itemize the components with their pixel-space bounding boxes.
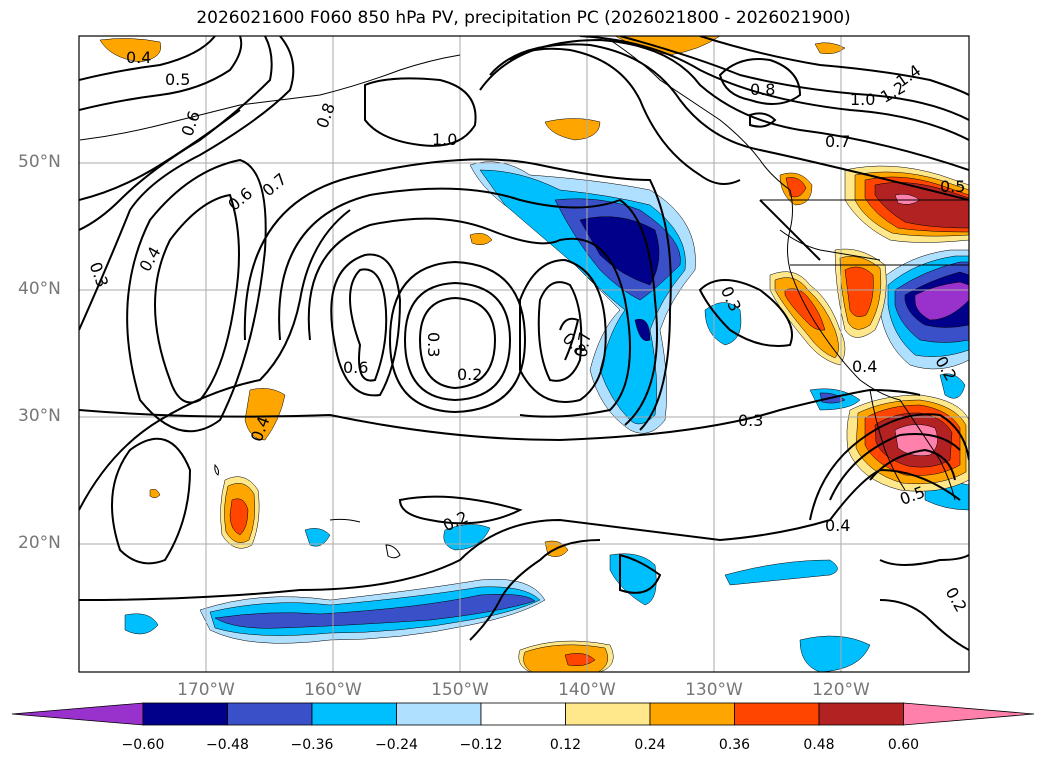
- colorbar-bin: [142, 702, 228, 726]
- colorbar-tick-label: 0.12: [549, 737, 582, 753]
- coastlines: [79, 39, 969, 559]
- colorbar-bin: [311, 702, 397, 726]
- contour-label: 0.5: [940, 177, 965, 196]
- colorbar-extend-high: [903, 702, 1035, 726]
- colorbar-tick-label: 0.36: [718, 737, 751, 753]
- colorbar-bin: [734, 702, 820, 726]
- colorbar-tick-label: −0.36: [290, 737, 334, 753]
- colorbar-bin: [480, 702, 566, 726]
- colorbar-bin: [396, 702, 482, 726]
- contour-label: 0.6: [343, 358, 368, 377]
- lat-label: 20°N: [18, 533, 61, 553]
- contour-label: 0.7: [825, 132, 850, 151]
- pv-contours: [79, 36, 969, 651]
- plot-border: [78, 35, 970, 673]
- contour-label: 0.8: [750, 80, 775, 99]
- colorbar-tick-label: 0.48: [803, 737, 835, 753]
- lon-label: 130°W: [685, 680, 743, 700]
- colorbar-bin: [565, 702, 651, 726]
- lon-label: 140°W: [558, 680, 616, 700]
- colorbar-tick-label: −0.60: [121, 737, 165, 753]
- lon-label: 120°W: [812, 680, 870, 700]
- contour-label: 0.4: [126, 48, 151, 67]
- colorbar-tick-label: 0.24: [634, 737, 666, 753]
- colorbar-tick-label: −0.24: [375, 737, 418, 753]
- colorbar-tick-label: 0.60: [887, 737, 920, 753]
- contour-label: 0.3: [738, 411, 763, 430]
- precip-shading: [99, 36, 969, 672]
- lat-label: 30°N: [18, 406, 61, 426]
- contour-label: 0.2: [457, 365, 482, 384]
- colorbar-bin: [227, 702, 313, 726]
- colorbar-bin: [649, 702, 735, 726]
- contour-label: 0.4: [852, 357, 877, 376]
- colorbar-extend-low: [11, 702, 144, 726]
- lat-label: 40°N: [18, 279, 61, 299]
- lat-label: 50°N: [18, 152, 61, 172]
- colorbar-bin: [818, 702, 904, 726]
- colorbar-tick-label: −0.48: [206, 737, 249, 753]
- colorbar: [11, 702, 1035, 726]
- colorbar-tick-label: −0.12: [459, 737, 503, 753]
- contour-label: 0.3: [424, 332, 443, 357]
- lon-label: 170°W: [177, 680, 235, 700]
- contour-label: 0.5: [165, 70, 190, 89]
- lon-label: 160°W: [304, 680, 362, 700]
- contour-label: 0.7: [572, 330, 595, 358]
- figure-title: 2026021600 F060 850 hPa PV, precipitatio…: [196, 8, 851, 28]
- contour-label: 0.4: [825, 516, 850, 535]
- contour-label: 1.0: [850, 90, 875, 109]
- lon-label: 150°W: [431, 680, 489, 700]
- contour-label: 1.0: [432, 130, 457, 149]
